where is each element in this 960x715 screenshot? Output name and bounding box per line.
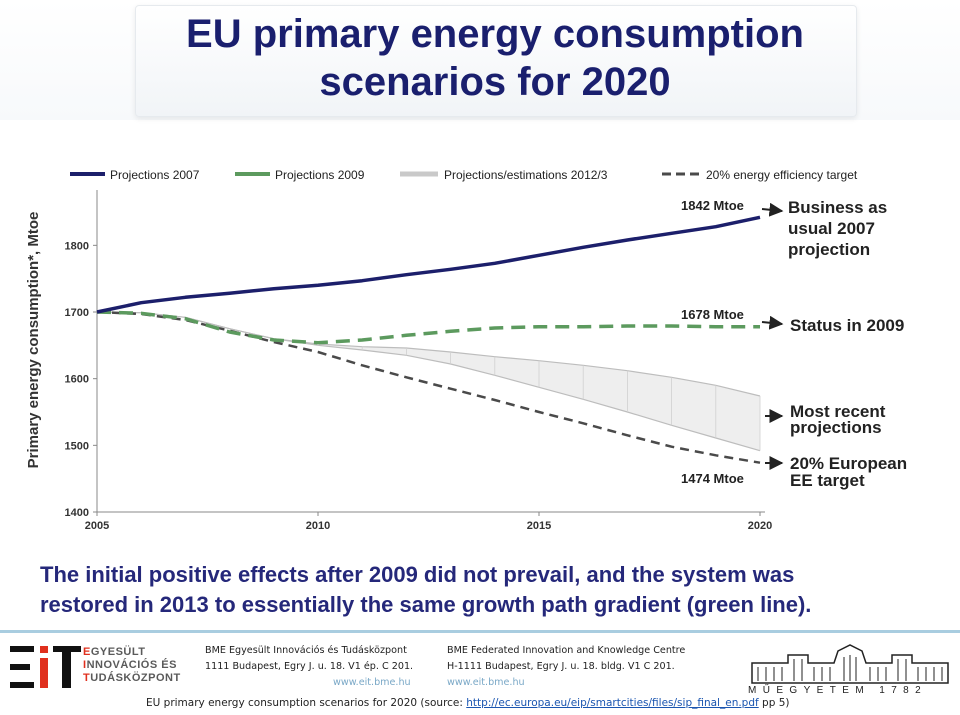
annotation-business-as-usual: Business as usual 2007 projection — [788, 198, 892, 259]
recent-line-2: projections — [790, 418, 882, 437]
slide-title-line2: scenarios for 2020 — [319, 60, 671, 104]
hu-website-link[interactable]: www.eit.bme.hu — [333, 677, 411, 688]
annotation-1678-label: 1678 Mtoe — [681, 307, 744, 322]
source-citation: EU primary energy consumption scenarios … — [146, 697, 790, 709]
slide-title-line1: EU primary energy consumption — [186, 12, 804, 56]
source-link[interactable]: http://ec.europa.eu/eip/smartcities/file… — [466, 697, 759, 709]
annotation-eu-target: 20% European EE target — [790, 454, 912, 490]
eit-line-1-rest: GYESÜLT — [90, 646, 146, 658]
hu-name: BME Egyesült Innovációs és Tudásközpont — [205, 645, 407, 656]
eit-line-3: TUDÁSKÖZPONT — [83, 672, 181, 685]
annotation-most-recent: Most recent projections — [790, 402, 890, 437]
eit-line-3-rest: UDÁSKÖZPONT — [90, 672, 181, 684]
eit-logo — [10, 646, 81, 688]
target-line-2: EE target — [790, 471, 865, 490]
legend-label-2007: Projections 2007 — [110, 168, 200, 182]
eit-line-2-rest: NNOVÁCIÓS ÉS — [86, 659, 177, 671]
bau-line-3: projection — [788, 240, 870, 259]
estimation-band-hatching — [317, 344, 761, 451]
eit-initial-i: I — [83, 659, 87, 671]
slide-caption: The initial positive effects after 2009 … — [40, 560, 940, 620]
annotation-1842-label: 1842 Mtoe — [681, 198, 744, 213]
eit-initial-t: T — [83, 672, 91, 684]
chart-legend: Projections 2007 Projections 2009 Projec… — [70, 168, 858, 182]
footer-divider — [0, 630, 960, 633]
eit-wordmark: EGYESÜLT INNOVÁCIÓS ÉS TUDÁSKÖZPONT — [83, 646, 181, 685]
legend-label-target: 20% energy efficiency target — [706, 168, 858, 182]
x-tick-label: 2005 — [85, 520, 109, 532]
series-layer — [96, 215, 761, 464]
source-suffix: pp 5) — [758, 697, 790, 709]
muegyetem-wordmark: MŰEGYETEM 1782 — [748, 685, 928, 696]
bau-line-2: usual 2007 — [788, 219, 875, 238]
eit-initial-e: E — [83, 646, 91, 658]
eit-line-2: INNOVÁCIÓS ÉS — [83, 659, 181, 672]
en-website-link[interactable]: www.eit.bme.hu — [447, 677, 525, 688]
y-tick-label: 1700 — [65, 307, 89, 319]
legend-label-2012: Projections/estimations 2012/3 — [444, 168, 608, 182]
annotation-status-2009: Status in 2009 — [790, 316, 904, 335]
arrow-1678 — [761, 315, 784, 330]
hu-address: 1111 Budapest, Egry J. u. 18. V1 ép. C 2… — [205, 661, 414, 672]
legend-label-2009: Projections 2009 — [275, 168, 365, 182]
eit-line-1: EGYESÜLT — [83, 646, 181, 659]
x-tick-label: 2010 — [306, 520, 330, 532]
y-tick-label: 1400 — [65, 507, 89, 519]
caption-line1: The initial positive effects after 2009 … — [40, 562, 795, 587]
y-tick-label: 1600 — [65, 374, 89, 386]
series-line-projections-2009 — [96, 310, 760, 345]
title-card — [135, 5, 857, 117]
address-english: BME Federated Innovation and Knowledge C… — [447, 643, 685, 691]
energy-chart: Projections 2007 Projections 2009 Projec… — [25, 168, 912, 532]
y-tick-label: 1500 — [65, 440, 89, 452]
address-hungarian: BME Egyesült Innovációs és Tudásközpont … — [205, 643, 413, 691]
source-prefix: EU primary energy consumption scenarios … — [146, 697, 467, 709]
annotation-1474-label: 1474 Mtoe — [681, 471, 744, 486]
x-tick-label: 2020 — [748, 520, 772, 532]
recent-line-1: Most recent — [790, 402, 886, 421]
caption-line2: restored in 2013 to essentially the same… — [40, 592, 812, 617]
series-line-estimations-lower — [96, 311, 761, 452]
en-address: H-1111 Budapest, Egry J. u. 18. bldg. V1… — [447, 661, 675, 672]
y-tick-label: 1800 — [65, 240, 89, 252]
muegyetem-logo — [751, 644, 949, 684]
annotations: 1842 Mtoe Business as usual 2007 project… — [681, 198, 912, 490]
series-line-projections-2007 — [96, 215, 761, 314]
axis-layer: 1400 1500 1600 1700 1800 2005 2010 2015 2020 — [65, 190, 772, 532]
arrow-1842 — [761, 202, 784, 217]
en-name: BME Federated Innovation and Knowledge C… — [447, 645, 686, 656]
target-line-1: 20% European — [790, 454, 907, 473]
slide-title: EU primary energy consumption scenarios … — [135, 10, 855, 106]
x-tick-label: 2015 — [527, 520, 551, 532]
y-axis-label: Primary energy consumption*, Mtoe — [25, 212, 42, 469]
bau-line-1: Business as — [788, 198, 887, 217]
